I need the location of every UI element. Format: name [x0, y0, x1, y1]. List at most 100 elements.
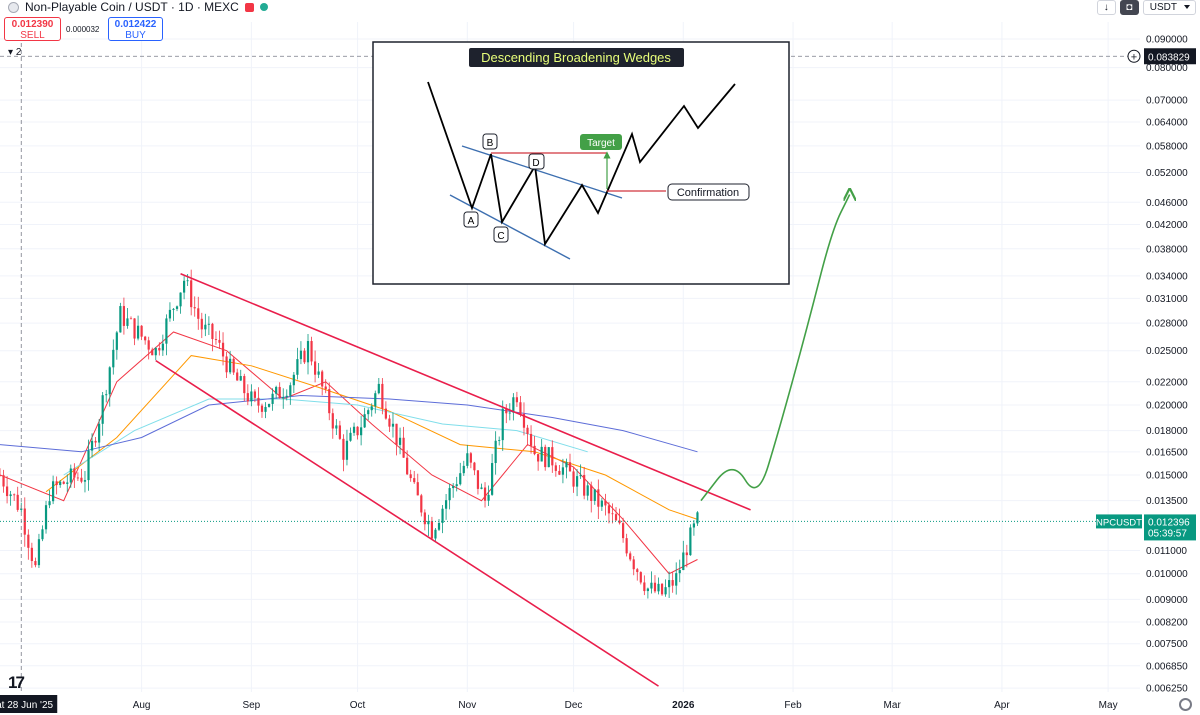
tradingview-logo-icon[interactable]: 17	[8, 673, 25, 692]
inset-confirmation-box	[667, 183, 750, 201]
candle-body	[579, 475, 582, 477]
candle-body	[161, 343, 164, 351]
candle-body	[675, 573, 678, 586]
candle-body	[398, 437, 402, 445]
candle-body	[87, 450, 90, 481]
y-tick-label: 0.090000	[1146, 34, 1188, 45]
x-tick-label: Oct	[350, 700, 366, 711]
screenshot-camera-icon[interactable]: ◘	[1119, 0, 1139, 15]
candle-body	[544, 446, 547, 468]
channel-trend-line	[180, 272, 751, 511]
candle-body	[561, 467, 565, 475]
sell-button[interactable]: 0.012390 SELL	[4, 17, 61, 41]
indicator-count-value: 2	[15, 47, 22, 58]
time-axis[interactable]: Aug Sep Oct Nov Dec 2026 Feb Mar Apr May Sat 28 Ju…	[0, 695, 1118, 713]
candle-body	[257, 397, 260, 406]
candle-body	[299, 350, 303, 360]
candle-body	[572, 471, 575, 487]
candle-body	[285, 395, 288, 397]
candle-body	[147, 340, 150, 350]
candle-body	[313, 361, 317, 375]
candle-body	[275, 386, 278, 394]
candle-body	[590, 485, 593, 501]
candle-body	[236, 372, 239, 381]
candle-body	[2, 475, 5, 487]
candle-body	[80, 477, 83, 482]
candle-body	[62, 481, 65, 484]
settings-gear-icon[interactable]	[1179, 698, 1192, 711]
candle-body	[593, 489, 596, 501]
candle-body	[565, 462, 568, 468]
candle-body	[73, 468, 76, 478]
candle-body	[27, 534, 30, 548]
inset-label-c-box	[493, 226, 509, 243]
candle-body	[282, 396, 285, 399]
sell-label: SELL	[20, 30, 45, 41]
candle-body	[618, 520, 621, 524]
candle-body	[20, 508, 23, 510]
candle-body	[646, 588, 649, 592]
inset-lower-line	[449, 194, 571, 260]
indicator-count[interactable]: ▾ 2	[8, 47, 22, 58]
inset-target-box	[580, 134, 622, 150]
candle-body	[204, 324, 207, 330]
candle-body	[600, 500, 603, 507]
candle-body	[41, 529, 44, 540]
candle-body	[629, 553, 632, 560]
candle-body	[395, 423, 398, 445]
candle-body	[444, 500, 448, 509]
candle-body	[250, 391, 253, 402]
candle-body	[59, 481, 62, 486]
inset-label-c: C	[497, 231, 504, 242]
candle-body	[505, 408, 508, 414]
symbol-header[interactable]: Non-Playable Coin / USDT · 1D · MEXC	[8, 0, 268, 14]
candle-body	[622, 523, 625, 539]
y-tick-label: 0.038000	[1146, 244, 1188, 255]
x-tick-label: Nov	[458, 700, 476, 711]
download-arrow-icon[interactable]: ↓	[1096, 0, 1116, 15]
y-tick-label: 0.013500	[1146, 496, 1188, 507]
candle-body	[239, 376, 242, 381]
y-tick-label: 0.008200	[1146, 617, 1188, 628]
crosshair-date-box	[0, 695, 58, 713]
candle-body	[221, 342, 225, 357]
price-axis[interactable]: 0.090000 0.080000 0.070000 0.064000 0.058000…	[1096, 34, 1196, 695]
crosshair-price-label: 0.083829	[1148, 52, 1190, 63]
candle-body	[246, 393, 249, 402]
market-closed-flag-icon	[244, 2, 254, 12]
sell-price: 0.012390	[11, 19, 54, 30]
candle-body	[519, 402, 522, 415]
candle-body	[129, 318, 133, 320]
projection-path	[700, 194, 850, 502]
candle-body	[324, 386, 327, 390]
candle-body	[575, 476, 579, 487]
candle-body	[317, 371, 320, 375]
candle-body	[115, 332, 118, 350]
candle-body	[126, 318, 129, 326]
currency-select[interactable]: USDT	[1142, 0, 1196, 15]
candle-body	[122, 306, 126, 326]
candle-body	[101, 395, 104, 424]
y-tick-label: 0.080000	[1146, 63, 1188, 74]
candle-body	[437, 522, 441, 530]
candle-body	[83, 480, 87, 482]
candle-body	[483, 487, 487, 501]
candle-body	[55, 481, 58, 486]
candle-body	[494, 440, 497, 464]
candle-body	[611, 513, 614, 515]
candle-body	[384, 408, 388, 419]
candle-body	[466, 453, 469, 466]
candle-body	[537, 454, 540, 462]
candle-body	[260, 405, 264, 412]
candle-body	[218, 339, 221, 343]
candle-body	[632, 559, 635, 570]
crosshair-price-box	[1144, 48, 1196, 65]
candle-body	[108, 367, 111, 395]
symbol-title[interactable]: Non-Playable Coin / USDT · 1D · MEXC	[25, 0, 239, 14]
candle-body	[682, 552, 685, 571]
candle-body	[441, 508, 444, 523]
x-tick-label: Apr	[994, 700, 1010, 711]
candle-body	[604, 500, 607, 506]
buy-button[interactable]: 0.012422 BUY	[108, 17, 163, 41]
